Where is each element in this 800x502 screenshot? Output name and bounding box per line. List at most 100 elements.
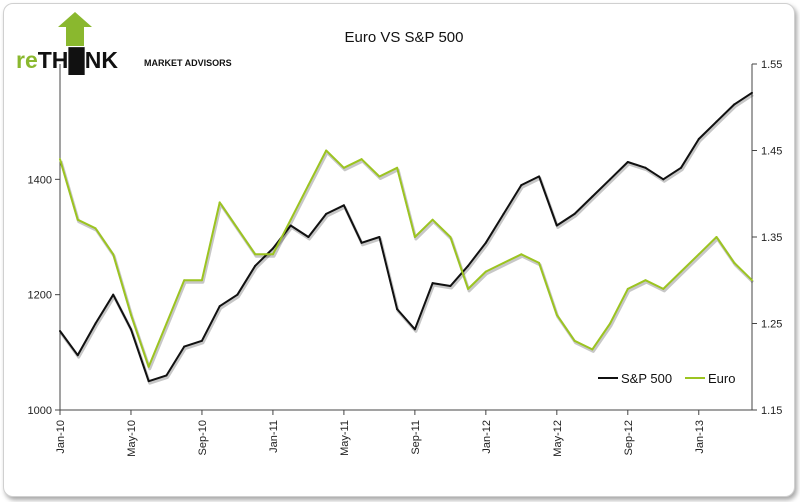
right-tick-label: 1.45: [761, 146, 782, 158]
left-tick-label: 1400: [28, 174, 52, 186]
data-point-euro: [271, 253, 274, 256]
chart-canvas: reTH█NK MARKET ADVISORS Euro VS S&P 500 …: [16, 12, 782, 457]
data-point-euro: [573, 339, 576, 342]
data-point-sp500: [112, 293, 115, 296]
data-point-euro: [697, 253, 700, 256]
data-point-sp500: [307, 236, 310, 238]
x-axis-ticks: Jan-10 May-10 Sep-10 Jan-11 May-11 Sep-11 Jan-…: [55, 410, 706, 457]
data-point-sp500: [129, 328, 132, 331]
data-point-sp500: [94, 322, 97, 325]
data-point-euro: [200, 279, 203, 282]
data-point-euro: [360, 158, 363, 161]
series-line-sp500: [59, 91, 753, 383]
data-point-euro: [378, 175, 381, 178]
data-point-sp500: [467, 264, 470, 267]
data-point-sp500: [325, 212, 328, 215]
data-point-sp500: [147, 380, 150, 383]
x-tick-label: May-10: [126, 420, 138, 457]
data-point-sp500: [396, 308, 399, 311]
data-point-sp500: [591, 195, 594, 198]
data-point-sp500: [342, 204, 345, 207]
series-shadow-sp500: [59, 93, 754, 385]
data-point-euro: [218, 201, 221, 204]
series-shadow-euro: [59, 151, 755, 371]
data-point-euro: [112, 253, 115, 256]
data-point-sp500: [218, 305, 221, 308]
data-point-euro: [307, 184, 310, 187]
data-point-euro: [431, 218, 434, 221]
right-tick-label: 1.15: [761, 405, 782, 417]
x-tick-label: Sep-10: [197, 420, 209, 455]
data-point-sp500: [76, 354, 79, 357]
data-point-sp500: [360, 241, 363, 244]
x-tick-label: Sep-12: [623, 420, 635, 455]
data-point-sp500: [520, 184, 523, 187]
x-tick-label: Jan-11: [268, 420, 280, 453]
logo-prefix: re: [16, 47, 38, 73]
data-point-sp500: [555, 224, 558, 227]
data-point-euro: [236, 227, 239, 230]
left-tick-label: 1200: [28, 290, 52, 302]
data-point-euro: [644, 279, 647, 282]
right-tick-label: 1.35: [761, 232, 782, 244]
data-point-sp500: [573, 212, 576, 215]
data-point-euro: [76, 218, 79, 221]
data-point-sp500: [449, 285, 452, 288]
right-tick-label: 1.25: [761, 319, 782, 331]
data-point-sp500: [715, 120, 718, 123]
data-point-euro: [751, 279, 753, 282]
data-point-euro: [484, 270, 487, 273]
data-point-sp500: [254, 264, 257, 267]
data-point-sp500: [733, 103, 736, 106]
data-point-sp500: [502, 212, 505, 215]
chart-frame: reTH█NK MARKET ADVISORS Euro VS S&P 500 …: [3, 3, 795, 497]
data-point-euro: [59, 158, 61, 161]
data-point-euro: [413, 236, 416, 238]
data-point-euro: [467, 287, 470, 290]
data-point-euro: [733, 261, 736, 264]
data-point-euro: [342, 166, 345, 169]
data-point-euro: [680, 270, 683, 273]
data-point-euro: [254, 253, 257, 256]
data-point-euro: [449, 236, 452, 238]
data-point-euro: [289, 218, 292, 221]
data-point-euro: [538, 261, 541, 264]
svg-text:reTH█NK: reTH█NK: [16, 47, 118, 75]
data-point-euro: [147, 365, 150, 368]
data-point-euro: [715, 236, 718, 238]
data-point-sp500: [644, 166, 647, 169]
legend-label-euro: Euro: [708, 371, 735, 386]
right-axis-ticks: 1.15 1.25 1.35 1.45 1.55: [752, 59, 782, 417]
data-point-sp500: [183, 345, 186, 348]
x-tick-label: Jan-10: [55, 420, 67, 454]
chart-title: Euro VS S&P 500: [345, 29, 464, 46]
data-point-sp500: [609, 178, 612, 181]
data-point-euro: [165, 322, 168, 325]
data-point-sp500: [751, 91, 753, 94]
data-point-euro: [591, 348, 594, 351]
data-point-euro: [502, 261, 505, 264]
data-point-sp500: [662, 178, 665, 181]
data-point-euro: [520, 253, 523, 256]
x-tick-label: Sep-11: [410, 420, 422, 455]
data-point-euro: [626, 287, 629, 290]
data-point-euro: [94, 227, 97, 230]
data-point-sp500: [200, 339, 203, 342]
data-point-euro: [609, 322, 612, 325]
data-point-sp500: [165, 374, 168, 377]
data-point-sp500: [236, 293, 239, 296]
right-tick-label: 1.55: [761, 59, 782, 71]
data-point-sp500: [431, 282, 434, 285]
logo-middle: TH: [38, 47, 69, 73]
data-point-sp500: [626, 161, 629, 164]
data-point-sp500: [413, 328, 416, 331]
series-line-euro: [59, 149, 753, 368]
data-point-euro: [183, 279, 186, 282]
left-tick-label: 1000: [28, 405, 52, 417]
x-tick-label: Jan-13: [694, 420, 706, 454]
data-point-sp500: [378, 236, 381, 238]
legend: S&P 500 Euro: [598, 371, 735, 386]
data-point-sp500: [680, 166, 683, 169]
logo-suffix: NK: [85, 47, 119, 73]
data-point-sp500: [289, 224, 292, 227]
